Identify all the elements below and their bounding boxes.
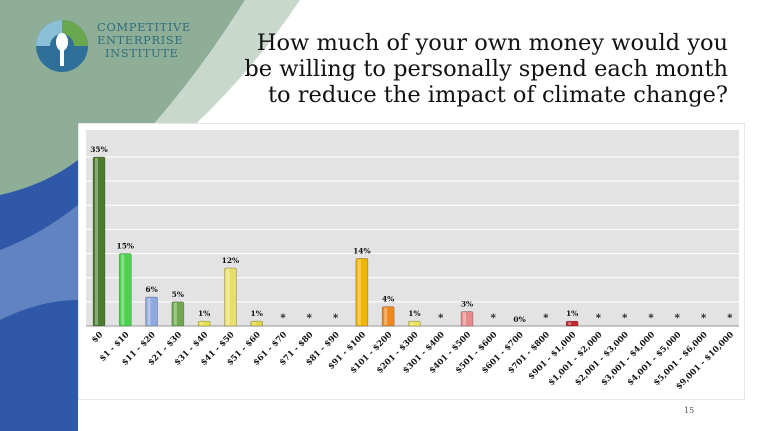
data-label: 1%: [566, 309, 578, 318]
title-line-2: be willing to personally spend each mont…: [244, 56, 728, 82]
data-label: 1%: [198, 309, 210, 318]
title-line-1: How much of your own money would you: [256, 30, 728, 56]
data-label: 3%: [461, 300, 473, 309]
bar-highlight: [200, 322, 204, 325]
bar: [118, 253, 132, 327]
data-label: 12%: [222, 256, 240, 265]
bar: [250, 320, 264, 327]
bar: [197, 320, 211, 327]
bar: [408, 320, 421, 327]
org-name-line2: ENTERPRISE: [97, 33, 184, 47]
data-label: 1%: [408, 309, 420, 318]
bar-highlight: [121, 254, 125, 325]
bar-chart: 35%$015%$1 - $106%$11 - $205%$21 - $301%…: [78, 123, 745, 400]
org-name-line1: COMPETITIVE: [97, 20, 191, 34]
bar: [224, 267, 237, 327]
org-name-line3: INSTITUTE: [105, 46, 179, 60]
data-label: *: [438, 313, 444, 324]
data-label: 5%: [172, 290, 184, 299]
bar-highlight: [252, 322, 256, 325]
data-label: *: [333, 313, 339, 324]
data-label: 4%: [382, 295, 394, 304]
data-label: *: [280, 313, 286, 324]
data-label: *: [307, 313, 313, 324]
bar-highlight: [173, 302, 177, 325]
data-label: *: [648, 313, 654, 324]
data-label: *: [622, 313, 628, 324]
bar: [171, 301, 185, 327]
bar-highlight: [568, 322, 572, 325]
bar-highlight: [95, 158, 98, 325]
data-label: 15%: [116, 242, 134, 251]
bar: [145, 296, 158, 327]
bar-highlight: [463, 312, 466, 325]
title-line-3: to reduce the impact of climate change?: [268, 82, 728, 108]
blue-swoosh-light: [0, 205, 78, 320]
plot-area: [86, 130, 739, 326]
bar: [381, 306, 395, 327]
data-label: 14%: [353, 246, 371, 255]
data-label: 6%: [145, 285, 157, 294]
data-label: *: [701, 313, 707, 324]
bar: [565, 320, 579, 327]
page-number: 15: [684, 406, 695, 415]
bar: [355, 258, 369, 327]
bar-highlight: [147, 298, 151, 325]
bar-highlight: [384, 307, 388, 325]
bar: [460, 311, 474, 327]
data-label: *: [596, 313, 602, 324]
slide-title: How much of your own money would you be …: [208, 30, 728, 108]
bar: [92, 156, 106, 327]
data-label: 35%: [90, 145, 108, 154]
data-label: *: [675, 313, 681, 324]
data-label: 1%: [251, 309, 263, 318]
data-label: *: [491, 313, 497, 324]
bar-highlight: [410, 322, 414, 325]
data-label: *: [727, 313, 733, 324]
bar-highlight: [357, 259, 361, 325]
cei-logo-icon: [36, 20, 88, 72]
data-label: *: [543, 313, 549, 324]
bar-highlight: [226, 269, 230, 325]
data-label: 0%: [513, 315, 525, 324]
green-swoosh-light: [0, 0, 300, 250]
